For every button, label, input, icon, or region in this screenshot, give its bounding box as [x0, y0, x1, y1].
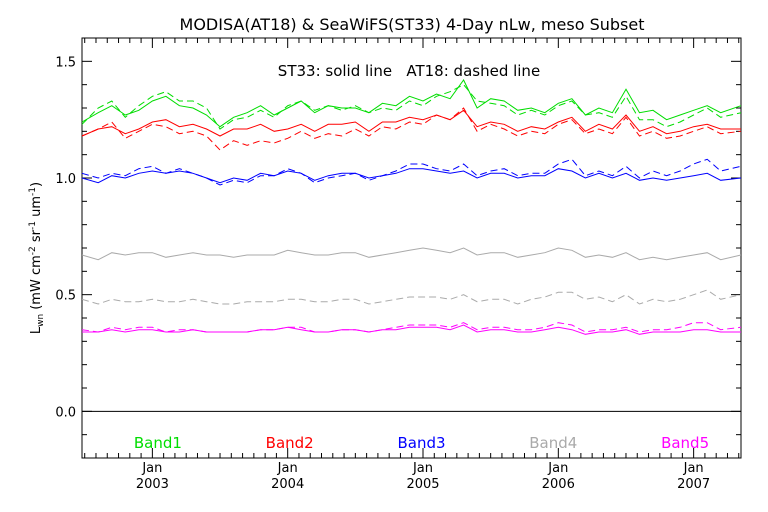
x-tick-year-label: 2006 — [542, 477, 575, 492]
x-tick-year-label: 2007 — [677, 477, 710, 492]
x-tick-month-label: Jan — [547, 461, 568, 476]
legend-band5: Band5 — [661, 434, 709, 452]
y-axis-label-exp1: -2 — [28, 246, 38, 255]
x-tick-month-label: Jan — [277, 461, 298, 476]
band3-dashed-line — [81, 158, 742, 186]
y-axis-label-um: um — [29, 196, 44, 221]
band5-solid-line — [82, 324, 741, 335]
y-axis-label-exp2: -1 — [28, 221, 38, 230]
band4-solid-line — [81, 247, 742, 261]
legend-band2: Band2 — [266, 434, 314, 452]
y-axis-label-sr: sr — [29, 229, 44, 246]
band2-dashed-line — [81, 107, 742, 151]
y-tick-label: 0.5 — [55, 289, 76, 304]
y-axis-label-subscript: wn — [36, 314, 46, 327]
x-tick-month-label: Jan — [683, 461, 704, 476]
y-axis-label: Lwn(mW cm-2 sr-1 um-1) — [28, 182, 46, 334]
y-axis-label-close: ) — [29, 182, 44, 187]
y-axis-label-units: (mW cm — [29, 255, 44, 310]
x-tick-year-label: 2004 — [271, 477, 304, 492]
plot-area: 0.00.51.01.5Jan2003Jan2004Jan2005Jan2006… — [55, 37, 742, 492]
y-axis-label-symbol: L — [29, 326, 44, 334]
band1-dashed-line — [81, 84, 742, 130]
y-tick-label: 1.5 — [55, 55, 76, 70]
band3-solid-line — [81, 168, 742, 184]
legend-band3: Band3 — [397, 434, 445, 452]
x-tick-year-label: 2003 — [136, 477, 169, 492]
x-tick-month-label: Jan — [412, 461, 433, 476]
line-style-annotation: ST33: solid line AT18: dashed line — [278, 62, 540, 80]
band1-solid-line — [81, 79, 742, 128]
band4-dashed-line — [81, 289, 742, 305]
chart-title: MODISA(AT18) & SeaWiFS(ST33) 4-Day nLw, … — [180, 15, 645, 34]
legend-band4: Band4 — [529, 434, 577, 452]
y-axis-label-exp3: -1 — [28, 187, 38, 196]
y-tick-label: 0.0 — [55, 405, 76, 420]
x-tick-month-label: Jan — [141, 461, 162, 476]
x-tick-year-label: 2005 — [406, 477, 439, 492]
band2-solid-line — [81, 109, 741, 137]
legend-band1: Band1 — [134, 434, 182, 452]
y-tick-label: 1.0 — [55, 172, 76, 187]
